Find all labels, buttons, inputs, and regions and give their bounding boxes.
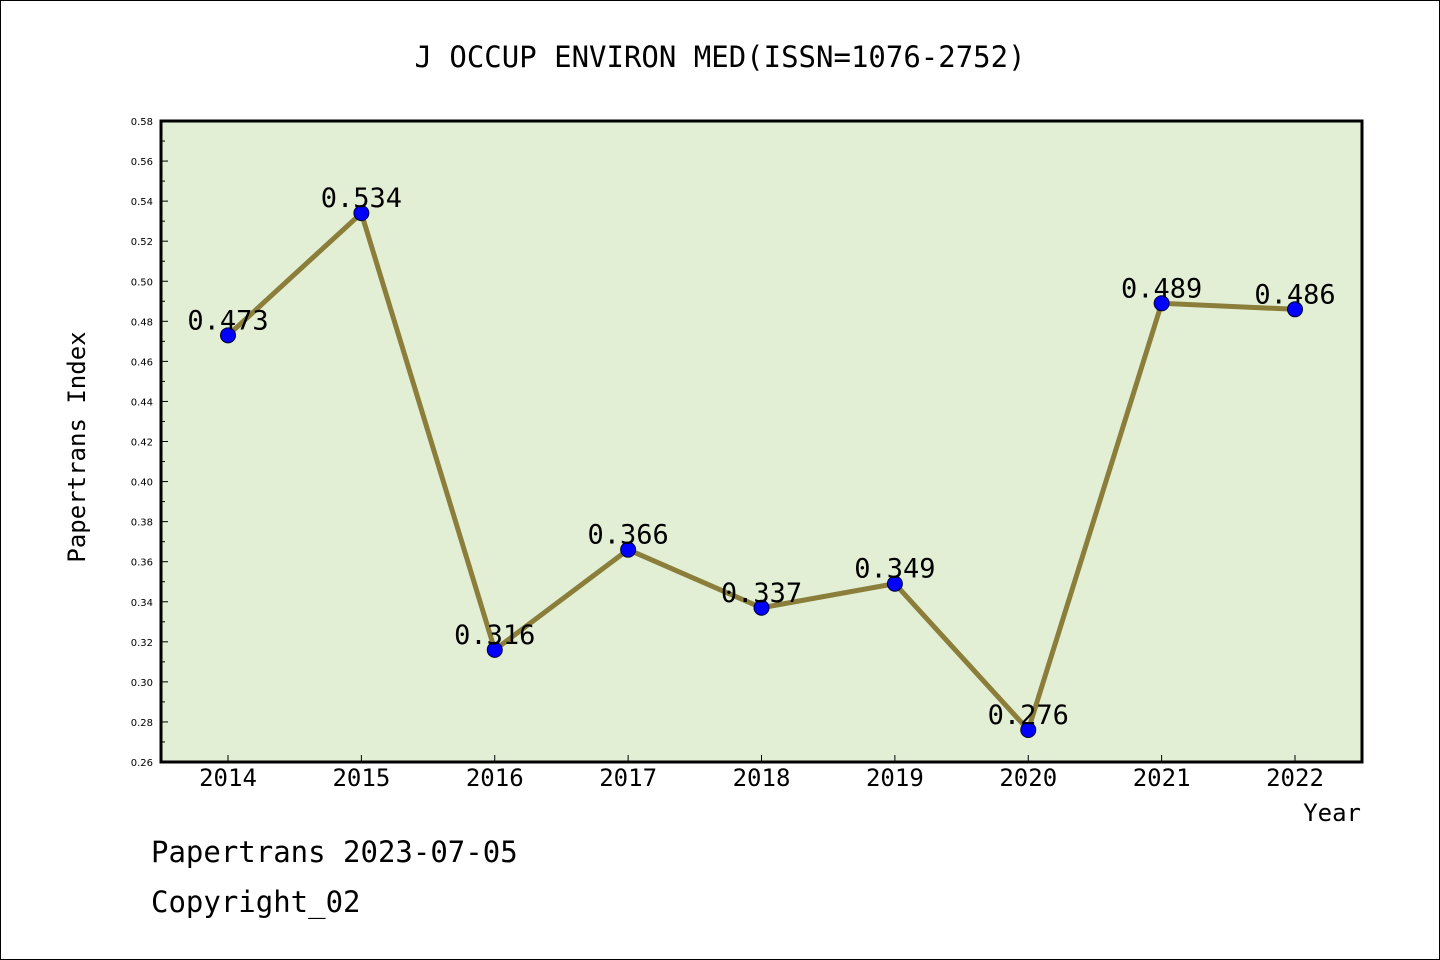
y-tick-label: 0.36 [131,558,153,569]
y-tick-label: 0.30 [131,678,153,689]
y-tick-label: 0.48 [131,317,153,328]
x-tick-label: 2017 [599,764,657,792]
x-tick-label: 2021 [1133,764,1191,792]
x-tick-label: 2014 [199,764,257,792]
y-tick-label: 0.58 [131,117,153,128]
data-labels: 0.473 0.534 0.316 0.366 0.337 0.349 0.276 0.489… [187,183,1335,731]
plot-area [159,119,1364,764]
data-point [886,575,903,592]
data-points [220,205,1303,738]
footer-date: Papertrans 2023-07-05 [151,835,518,869]
y-tick-label: 0.46 [131,357,153,368]
y-tick-label: 0.32 [131,638,153,649]
y-tick-label: 0.34 [131,598,153,609]
data-point [620,541,637,558]
y-tick-label: 0.28 [131,718,153,729]
x-tick-label: 2018 [733,764,791,792]
x-tick-label: 2020 [999,764,1057,792]
x-tick-label: 2019 [866,764,924,792]
data-label: 0.337 [721,578,802,609]
data-point [220,327,236,344]
y-axis: 0.26 0.28 0.30 0.32 0.34 0.36 0.38 0.40 0.42 0.44… [131,117,168,769]
data-point [486,641,503,658]
y-tick-label: 0.40 [131,478,153,489]
data-label: 0.473 [187,305,268,336]
data-label: 0.349 [854,554,935,585]
data-label: 0.534 [321,183,402,214]
data-point [1287,301,1303,318]
y-tick-label: 0.56 [131,157,153,168]
data-label: 0.316 [454,620,535,651]
x-axis: 2014 2015 2016 2017 2018 2019 2020 2021 2022 [199,755,1324,792]
x-tick-label: 2022 [1266,764,1324,792]
y-tick-label: 0.52 [131,237,153,248]
y-axis-title: Papertrans Index [63,331,91,562]
data-point [753,599,770,616]
footer-copyright: Copyright_02 [151,885,361,919]
data-label: 0.366 [587,520,668,551]
data-label: 0.486 [1254,279,1335,310]
y-tick-label: 0.26 [131,758,153,769]
y-tick-label: 0.50 [131,277,153,288]
y-tick-label: 0.44 [131,397,153,408]
data-label: 0.276 [988,700,1069,731]
data-point [353,205,370,222]
data-point [1153,295,1170,312]
x-tick-label: 2016 [466,764,524,792]
y-tick-label: 0.42 [131,438,153,449]
y-tick-label: 0.38 [131,518,153,529]
x-axis-title: Year [1303,799,1361,827]
data-point [1020,721,1037,738]
data-label: 0.489 [1121,273,1202,304]
x-tick-label: 2015 [332,764,390,792]
y-tick-label: 0.54 [131,197,153,208]
chart-title: J OCCUP ENVIRON MED(ISSN=1076-2752) [414,40,1025,74]
